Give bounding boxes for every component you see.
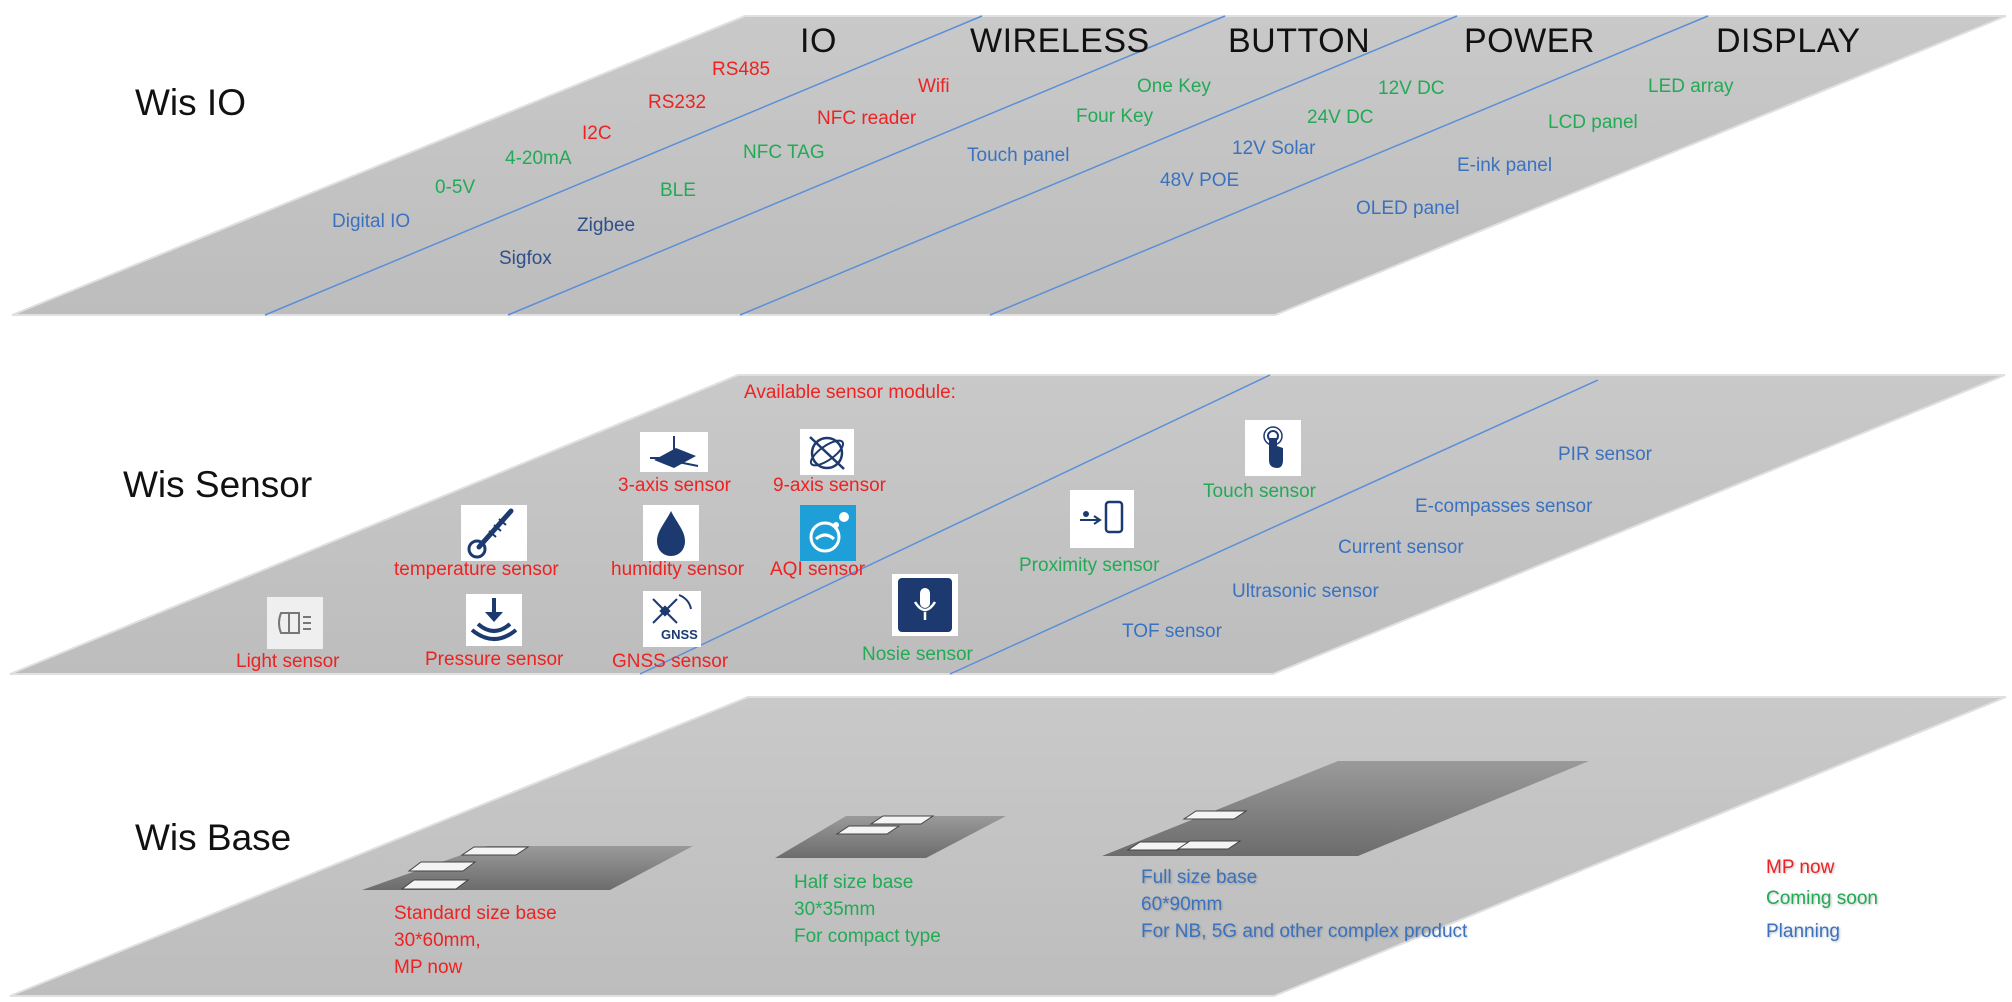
sensor-label-humidity: humidity sensor [611, 559, 745, 580]
accelerometer-icon [640, 432, 708, 472]
sensor-label-pir: PIR sensor [1558, 444, 1652, 465]
full-base-board [1102, 761, 1589, 856]
io-item-rs232: RS232 [648, 92, 707, 113]
sensor-label-temperature: temperature sensor [394, 559, 559, 580]
board-connector [1182, 810, 1248, 820]
full-base-size: 60*90mm [1141, 894, 1223, 915]
column-header-io: IO [800, 22, 837, 60]
water-drop-icon [643, 505, 699, 561]
io-item-4-20ma: 4-20mA [505, 148, 572, 169]
half-base-purpose: For compact type [794, 926, 941, 947]
board-connector [400, 879, 470, 890]
sensor-label-aqi: AQI sensor [770, 559, 866, 580]
legend-coming-soon: Coming soon [1766, 888, 1878, 909]
io-divider [264, 15, 983, 316]
touch-icon [1245, 420, 1301, 476]
layer-title-base: Wis Base [135, 817, 292, 858]
pressure-icon [466, 594, 522, 646]
io-item-one-key: One Key [1137, 76, 1211, 97]
legend-mp-now: MP now [1766, 857, 1835, 878]
io-item-lcd-panel: LCD panel [1548, 112, 1638, 133]
gyroscope-icon [800, 429, 854, 475]
io-item-24v-dc: 24V DC [1307, 107, 1374, 128]
board-connector [835, 825, 901, 835]
standard-base-name: Standard size base [394, 903, 557, 924]
board-connector [1176, 840, 1242, 850]
io-item-oled-panel: OLED panel [1356, 198, 1460, 219]
sensor-label-proximity: Proximity sensor [1019, 555, 1160, 576]
io-item-i2c: I2C [582, 123, 612, 144]
io-divider [507, 15, 1226, 316]
sensor-label-gnss: GNSS sensor [612, 651, 729, 672]
half-base-board [775, 816, 1006, 858]
column-header-wireless: WIRELESS [970, 22, 1150, 60]
io-divider [739, 15, 1458, 316]
io-item-0-5v: 0-5V [435, 177, 476, 198]
board-connector [407, 861, 477, 872]
full-base-purpose: For NB, 5G and other complex product [1141, 921, 1468, 942]
gnss-satellite-icon: GNSS [643, 591, 701, 647]
half-base-size: 30*35mm [794, 899, 876, 920]
layer-title-sensor: Wis Sensor [123, 464, 313, 505]
column-header-display: DISPLAY [1716, 22, 1861, 60]
sensor-label-e-compasses: E-compasses sensor [1415, 496, 1593, 517]
sensor-header: Available sensor module: [744, 382, 956, 403]
board-connector [869, 815, 935, 825]
standard-base-size: 30*60mm, [394, 930, 481, 951]
base-plane [9, 696, 2007, 997]
sensor-label-3-axis: 3-axis sensor [618, 475, 731, 496]
legend-planning: Planning [1766, 921, 1840, 942]
sensor-label-current: Current sensor [1338, 537, 1464, 558]
io-divider [989, 15, 1709, 316]
half-base-label: Half size base 30*35mm For compact type [794, 869, 941, 950]
thermometer-icon [461, 505, 527, 561]
sensor-divider [949, 379, 1599, 675]
sensor-label-touch: Touch sensor [1203, 481, 1317, 502]
column-header-button: BUTTON [1228, 22, 1371, 60]
sensor-label-tof: TOF sensor [1122, 621, 1222, 642]
io-item-12v-dc: 12V DC [1378, 78, 1445, 99]
board-connector [460, 846, 530, 856]
full-base-label: Full size base 60*90mm For NB, 5G and ot… [1141, 864, 1467, 945]
io-item-wifi: Wifi [918, 76, 950, 97]
standard-base-label: Standard size base 30*60mm, MP now [394, 900, 557, 981]
io-item-12v-solar: 12V Solar [1232, 138, 1316, 159]
io-item-zigbee: Zigbee [577, 215, 636, 236]
io-item-four-key: Four Key [1076, 106, 1154, 127]
standard-base-status: MP now [394, 957, 463, 978]
proximity-icon [1070, 490, 1134, 548]
sensor-label-light: Light sensor [236, 651, 340, 672]
gnss-icon-text: GNSS [661, 627, 698, 642]
io-item-48v-poe: 48V POE [1160, 170, 1240, 191]
layer-title-io: Wis IO [135, 82, 246, 123]
io-plane [11, 15, 2007, 316]
full-base-name: Full size base [1141, 867, 1258, 888]
air-quality-icon [800, 505, 856, 561]
sensor-label-ultrasonic: Ultrasonic sensor [1232, 581, 1379, 602]
io-item-rs485: RS485 [712, 59, 771, 80]
io-item-nfc-reader: NFC reader [817, 108, 917, 129]
io-item-digital-io: Digital IO [332, 211, 411, 232]
io-item-e-ink-panel: E-ink panel [1457, 155, 1553, 176]
half-base-name: Half size base [794, 872, 914, 893]
board-connector [1126, 841, 1192, 851]
sensor-label-9-axis: 9-axis sensor [773, 475, 886, 496]
io-item-sigfox: Sigfox [499, 248, 552, 269]
io-item-touch-panel: Touch panel [967, 145, 1070, 166]
sensor-label-noise: Nosie sensor [862, 644, 973, 665]
light-icon [267, 597, 323, 649]
io-item-led-array: LED array [1648, 76, 1734, 97]
io-item-nfc-tag: NFC TAG [743, 142, 825, 163]
sensor-label-pressure: Pressure sensor [425, 649, 564, 670]
sensor-divider [639, 374, 1271, 675]
standard-base-board [362, 846, 693, 890]
column-header-power: POWER [1464, 22, 1595, 60]
microphone-icon [892, 574, 958, 636]
io-item-ble: BLE [660, 180, 696, 201]
